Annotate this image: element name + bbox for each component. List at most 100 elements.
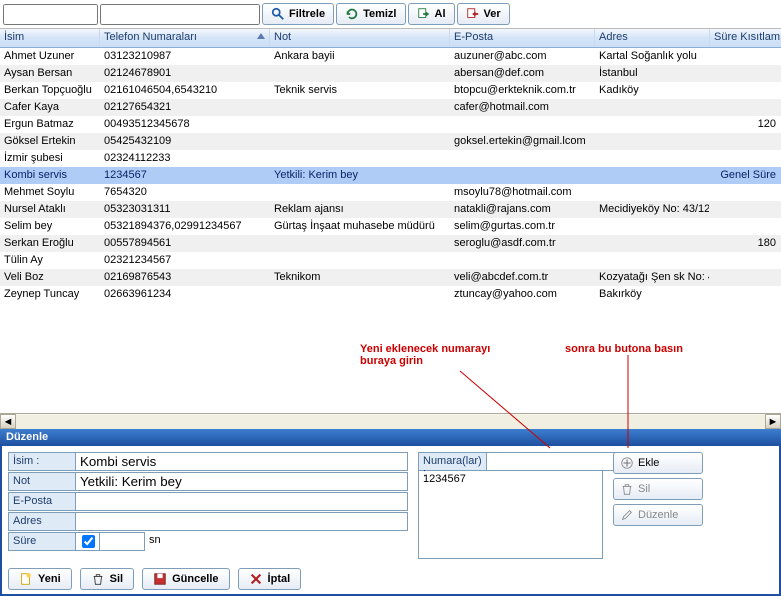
- col-sure[interactable]: Süre Kısıtlam: [710, 29, 781, 47]
- cell: [270, 133, 450, 150]
- edit-panel: İsim : Not E-Posta Adres Süre sn Numara(…: [0, 446, 781, 596]
- col-note[interactable]: Not: [270, 29, 450, 47]
- cell: [595, 133, 710, 150]
- send-label: Ver: [484, 8, 501, 20]
- cell: Mehmet Soylu: [0, 184, 100, 201]
- cell: [710, 133, 781, 150]
- table-row[interactable]: Veli Boz02169876543Teknikomveli@abcdef.c…: [0, 269, 781, 286]
- table-row[interactable]: Berkan Topçuoğlu02161046504,6543210Tekni…: [0, 82, 781, 99]
- table-row[interactable]: Kombi servis1234567Yetkili: Kerim beyGen…: [0, 167, 781, 184]
- col-phone[interactable]: Telefon Numaraları: [100, 29, 270, 47]
- input-adres[interactable]: [76, 512, 408, 531]
- input-isim[interactable]: [76, 452, 408, 471]
- ekle-button[interactable]: Ekle: [613, 452, 703, 474]
- annotation-area: Yeni eklenecek numarayı buraya girin son…: [0, 303, 781, 413]
- sure-checkbox[interactable]: [76, 532, 100, 551]
- sil-side-button[interactable]: Sil: [613, 478, 703, 500]
- clear-label: Temizl: [363, 8, 396, 20]
- cell: Berkan Topçuoğlu: [0, 82, 100, 99]
- cell: [595, 150, 710, 167]
- sort-indicator-icon: [257, 33, 265, 39]
- table-row[interactable]: Nursel Ataklı05323031311Reklam ajansınat…: [0, 201, 781, 218]
- cell: Tülin Ay: [0, 252, 100, 269]
- send-button[interactable]: Ver: [457, 3, 510, 25]
- col-name[interactable]: İsim: [0, 29, 100, 47]
- cell: Aysan Bersan: [0, 65, 100, 82]
- cell: auzuner@abc.com: [450, 48, 595, 65]
- clear-button[interactable]: Temizl: [336, 3, 405, 25]
- cancel-icon: [249, 572, 263, 586]
- cell: [595, 116, 710, 133]
- cell: 02124678901: [100, 65, 270, 82]
- scroll-right-icon[interactable]: ►: [765, 414, 781, 429]
- grid-body: Ahmet Uzuner03123210987Ankara bayiiauzun…: [0, 48, 781, 303]
- cell: [450, 116, 595, 133]
- table-row[interactable]: Ahmet Uzuner03123210987Ankara bayiiauzun…: [0, 48, 781, 65]
- label-adres: Adres: [8, 512, 76, 531]
- search-input-2[interactable]: [100, 4, 260, 25]
- filter-label: Filtrele: [289, 8, 325, 20]
- cell: [270, 116, 450, 133]
- cell: seroglu@asdf.com.tr: [450, 235, 595, 252]
- cell: [710, 82, 781, 99]
- cell: Serkan Eroğlu: [0, 235, 100, 252]
- cell: [595, 235, 710, 252]
- table-row[interactable]: Aysan Bersan02124678901abersan@def.comİs…: [0, 65, 781, 82]
- annotation-2: sonra bu butona basın: [565, 343, 683, 355]
- cell: Mecidiyeköy No: 43/12: [595, 201, 710, 218]
- cell: [710, 150, 781, 167]
- cell: [270, 286, 450, 303]
- cell: 00557894561: [100, 235, 270, 252]
- cell: 02663961234: [100, 286, 270, 303]
- cell: selim@gurtas.com.tr: [450, 218, 595, 235]
- new-icon: [19, 572, 33, 586]
- table-row[interactable]: Mehmet Soylu7654320msoylu78@hotmail.com: [0, 184, 781, 201]
- cell: 05323031311: [100, 201, 270, 218]
- label-not: Not: [8, 472, 76, 491]
- search-icon: [271, 7, 285, 21]
- cell: Kartal Soğanlık yolu: [595, 48, 710, 65]
- col-addr[interactable]: Adres: [595, 29, 710, 47]
- filter-button[interactable]: Filtrele: [262, 3, 334, 25]
- get-label: Al: [435, 8, 446, 20]
- table-row[interactable]: Göksel Ertekin05425432109goksel.ertekin@…: [0, 133, 781, 150]
- cell: [710, 286, 781, 303]
- table-row[interactable]: Ergun Batmaz00493512345678120: [0, 116, 781, 133]
- table-row[interactable]: İzmir şubesi02324112233: [0, 150, 781, 167]
- label-isim: İsim :: [8, 452, 76, 471]
- table-row[interactable]: Selim bey05321894376,02991234567Gürtaş İ…: [0, 218, 781, 235]
- cell: Veli Boz: [0, 269, 100, 286]
- cell: Kombi servis: [0, 167, 100, 184]
- table-row[interactable]: Zeynep Tuncay02663961234ztuncay@yahoo.co…: [0, 286, 781, 303]
- duzenle-side-button[interactable]: Düzenle: [613, 504, 703, 526]
- cell: 1234567: [100, 167, 270, 184]
- cell: goksel.ertekin@gmail.lcom: [450, 133, 595, 150]
- table-row[interactable]: Serkan Eroğlu00557894561 seroglu@asdf.com…: [0, 235, 781, 252]
- cell: [710, 65, 781, 82]
- input-not[interactable]: [76, 472, 408, 491]
- table-row[interactable]: Tülin Ay02321234567: [0, 252, 781, 269]
- table-row[interactable]: Cafer Kaya02127654321cafer@hotmail.com: [0, 99, 781, 116]
- cell: cafer@hotmail.com: [450, 99, 595, 116]
- trash-icon: [91, 572, 105, 586]
- scroll-track[interactable]: [16, 414, 765, 429]
- input-eposta[interactable]: [76, 492, 408, 511]
- numbers-list[interactable]: 1234567: [418, 471, 603, 559]
- cell: 02161046504,6543210: [100, 82, 270, 99]
- numbers-box: Numara(lar) : 1234567: [418, 452, 603, 588]
- cell: [270, 184, 450, 201]
- horizontal-scrollbar[interactable]: ◄ ►: [0, 413, 781, 429]
- cell: [270, 150, 450, 167]
- export-icon: [466, 7, 480, 21]
- cell: Ankara bayii: [270, 48, 450, 65]
- scroll-left-icon[interactable]: ◄: [0, 414, 16, 429]
- cell: Cafer Kaya: [0, 99, 100, 116]
- input-sure-value[interactable]: [100, 532, 145, 551]
- annotation-1: Yeni eklenecek numarayı buraya girin: [360, 343, 500, 367]
- search-input-1[interactable]: [3, 4, 98, 25]
- cell: 03123210987: [100, 48, 270, 65]
- cell: msoylu78@hotmail.com: [450, 184, 595, 201]
- cell: [595, 184, 710, 201]
- col-email[interactable]: E-Posta: [450, 29, 595, 47]
- get-button[interactable]: Al: [408, 3, 455, 25]
